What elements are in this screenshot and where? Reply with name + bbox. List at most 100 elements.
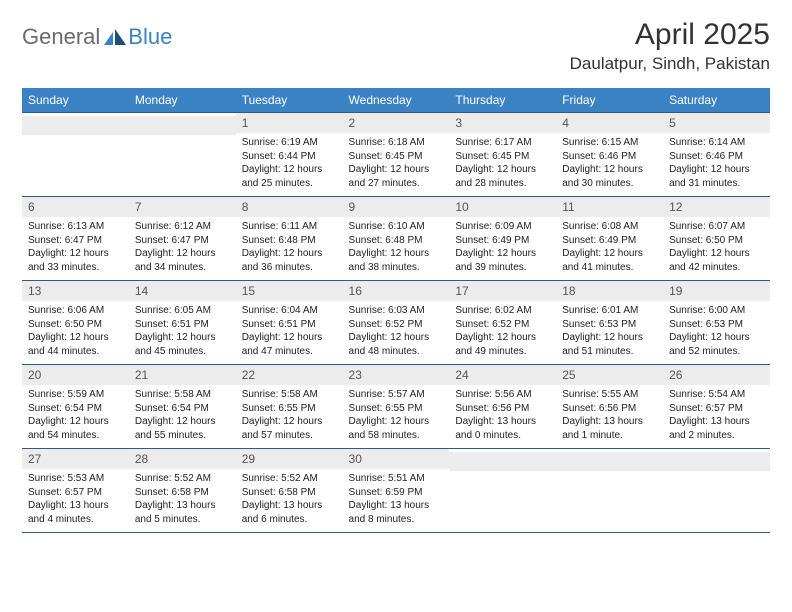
day-details: Sunrise: 5:55 AMSunset: 6:56 PMDaylight:… [556, 385, 663, 448]
weekday-header: Monday [129, 88, 236, 113]
empty-cell [22, 113, 129, 197]
day-details: Sunrise: 5:51 AMSunset: 6:59 PMDaylight:… [343, 469, 450, 532]
day-details: Sunrise: 6:04 AMSunset: 6:51 PMDaylight:… [236, 301, 343, 364]
day-number: 16 [343, 281, 450, 301]
day-number: 8 [236, 197, 343, 217]
empty-cell [449, 449, 556, 533]
page: General Blue April 2025 Daulatpur, Sindh… [0, 0, 792, 551]
day-cell: 6Sunrise: 6:13 AMSunset: 6:47 PMDaylight… [22, 197, 129, 281]
day-details: Sunrise: 5:57 AMSunset: 6:55 PMDaylight:… [343, 385, 450, 448]
day-cell: 29Sunrise: 5:52 AMSunset: 6:58 PMDayligh… [236, 449, 343, 533]
brand-part1: General [22, 24, 100, 50]
day-cell: 1Sunrise: 6:19 AMSunset: 6:44 PMDaylight… [236, 113, 343, 197]
day-details: Sunrise: 6:12 AMSunset: 6:47 PMDaylight:… [129, 217, 236, 280]
title-block: April 2025 Daulatpur, Sindh, Pakistan [570, 18, 770, 74]
location-text: Daulatpur, Sindh, Pakistan [570, 54, 770, 74]
sails-icon [104, 29, 126, 45]
day-number: 30 [343, 449, 450, 469]
day-details: Sunrise: 6:10 AMSunset: 6:48 PMDaylight:… [343, 217, 450, 280]
day-number: 9 [343, 197, 450, 217]
day-cell: 7Sunrise: 6:12 AMSunset: 6:47 PMDaylight… [129, 197, 236, 281]
day-details: Sunrise: 6:01 AMSunset: 6:53 PMDaylight:… [556, 301, 663, 364]
day-number: 6 [22, 197, 129, 217]
calendar-row: 13Sunrise: 6:06 AMSunset: 6:50 PMDayligh… [22, 281, 770, 365]
day-number: 14 [129, 281, 236, 301]
weekday-header: Saturday [663, 88, 770, 113]
day-details: Sunrise: 5:59 AMSunset: 6:54 PMDaylight:… [22, 385, 129, 448]
day-cell: 5Sunrise: 6:14 AMSunset: 6:46 PMDaylight… [663, 113, 770, 197]
day-cell: 26Sunrise: 5:54 AMSunset: 6:57 PMDayligh… [663, 365, 770, 449]
day-number: 3 [449, 113, 556, 133]
day-cell: 15Sunrise: 6:04 AMSunset: 6:51 PMDayligh… [236, 281, 343, 365]
day-cell: 14Sunrise: 6:05 AMSunset: 6:51 PMDayligh… [129, 281, 236, 365]
day-number: 18 [556, 281, 663, 301]
day-number: 28 [129, 449, 236, 469]
day-details: Sunrise: 6:08 AMSunset: 6:49 PMDaylight:… [556, 217, 663, 280]
day-cell: 13Sunrise: 6:06 AMSunset: 6:50 PMDayligh… [22, 281, 129, 365]
day-number: 2 [343, 113, 450, 133]
day-details: Sunrise: 6:19 AMSunset: 6:44 PMDaylight:… [236, 133, 343, 196]
weekday-header-row: SundayMondayTuesdayWednesdayThursdayFrid… [22, 88, 770, 113]
day-number: 13 [22, 281, 129, 301]
day-number: 5 [663, 113, 770, 133]
day-number: 25 [556, 365, 663, 385]
weekday-header: Sunday [22, 88, 129, 113]
day-details: Sunrise: 6:18 AMSunset: 6:45 PMDaylight:… [343, 133, 450, 196]
day-details: Sunrise: 6:15 AMSunset: 6:46 PMDaylight:… [556, 133, 663, 196]
brand-part2: Blue [128, 24, 172, 50]
day-cell: 11Sunrise: 6:08 AMSunset: 6:49 PMDayligh… [556, 197, 663, 281]
day-cell: 9Sunrise: 6:10 AMSunset: 6:48 PMDaylight… [343, 197, 450, 281]
day-details: Sunrise: 6:11 AMSunset: 6:48 PMDaylight:… [236, 217, 343, 280]
day-number: 17 [449, 281, 556, 301]
day-cell: 27Sunrise: 5:53 AMSunset: 6:57 PMDayligh… [22, 449, 129, 533]
calendar-row: 27Sunrise: 5:53 AMSunset: 6:57 PMDayligh… [22, 449, 770, 533]
day-number: 21 [129, 365, 236, 385]
weekday-header: Thursday [449, 88, 556, 113]
day-number: 20 [22, 365, 129, 385]
day-cell: 28Sunrise: 5:52 AMSunset: 6:58 PMDayligh… [129, 449, 236, 533]
day-number: 24 [449, 365, 556, 385]
day-cell: 25Sunrise: 5:55 AMSunset: 6:56 PMDayligh… [556, 365, 663, 449]
day-cell: 23Sunrise: 5:57 AMSunset: 6:55 PMDayligh… [343, 365, 450, 449]
day-details: Sunrise: 6:09 AMSunset: 6:49 PMDaylight:… [449, 217, 556, 280]
day-details: Sunrise: 6:00 AMSunset: 6:53 PMDaylight:… [663, 301, 770, 364]
day-details: Sunrise: 5:52 AMSunset: 6:58 PMDaylight:… [236, 469, 343, 532]
day-details: Sunrise: 6:03 AMSunset: 6:52 PMDaylight:… [343, 301, 450, 364]
weekday-header: Friday [556, 88, 663, 113]
day-cell: 16Sunrise: 6:03 AMSunset: 6:52 PMDayligh… [343, 281, 450, 365]
day-cell: 10Sunrise: 6:09 AMSunset: 6:49 PMDayligh… [449, 197, 556, 281]
calendar-body: 1Sunrise: 6:19 AMSunset: 6:44 PMDaylight… [22, 113, 770, 533]
day-details: Sunrise: 5:58 AMSunset: 6:54 PMDaylight:… [129, 385, 236, 448]
day-cell: 21Sunrise: 5:58 AMSunset: 6:54 PMDayligh… [129, 365, 236, 449]
day-cell: 3Sunrise: 6:17 AMSunset: 6:45 PMDaylight… [449, 113, 556, 197]
day-details: Sunrise: 5:56 AMSunset: 6:56 PMDaylight:… [449, 385, 556, 448]
day-details: Sunrise: 6:13 AMSunset: 6:47 PMDaylight:… [22, 217, 129, 280]
day-cell: 18Sunrise: 6:01 AMSunset: 6:53 PMDayligh… [556, 281, 663, 365]
day-number: 22 [236, 365, 343, 385]
day-cell: 17Sunrise: 6:02 AMSunset: 6:52 PMDayligh… [449, 281, 556, 365]
day-details: Sunrise: 6:07 AMSunset: 6:50 PMDaylight:… [663, 217, 770, 280]
day-number: 23 [343, 365, 450, 385]
day-number: 29 [236, 449, 343, 469]
day-number: 26 [663, 365, 770, 385]
calendar-row: 6Sunrise: 6:13 AMSunset: 6:47 PMDaylight… [22, 197, 770, 281]
day-cell: 30Sunrise: 5:51 AMSunset: 6:59 PMDayligh… [343, 449, 450, 533]
day-cell: 24Sunrise: 5:56 AMSunset: 6:56 PMDayligh… [449, 365, 556, 449]
day-details: Sunrise: 6:17 AMSunset: 6:45 PMDaylight:… [449, 133, 556, 196]
day-number: 10 [449, 197, 556, 217]
weekday-header: Tuesday [236, 88, 343, 113]
day-number: 27 [22, 449, 129, 469]
day-cell: 8Sunrise: 6:11 AMSunset: 6:48 PMDaylight… [236, 197, 343, 281]
weekday-header: Wednesday [343, 88, 450, 113]
day-details: Sunrise: 5:54 AMSunset: 6:57 PMDaylight:… [663, 385, 770, 448]
day-details: Sunrise: 6:05 AMSunset: 6:51 PMDaylight:… [129, 301, 236, 364]
day-cell: 4Sunrise: 6:15 AMSunset: 6:46 PMDaylight… [556, 113, 663, 197]
empty-cell [129, 113, 236, 197]
day-details: Sunrise: 5:52 AMSunset: 6:58 PMDaylight:… [129, 469, 236, 532]
calendar-table: SundayMondayTuesdayWednesdayThursdayFrid… [22, 88, 770, 533]
day-number: 11 [556, 197, 663, 217]
day-cell: 12Sunrise: 6:07 AMSunset: 6:50 PMDayligh… [663, 197, 770, 281]
empty-cell [556, 449, 663, 533]
day-details: Sunrise: 6:06 AMSunset: 6:50 PMDaylight:… [22, 301, 129, 364]
day-number: 19 [663, 281, 770, 301]
